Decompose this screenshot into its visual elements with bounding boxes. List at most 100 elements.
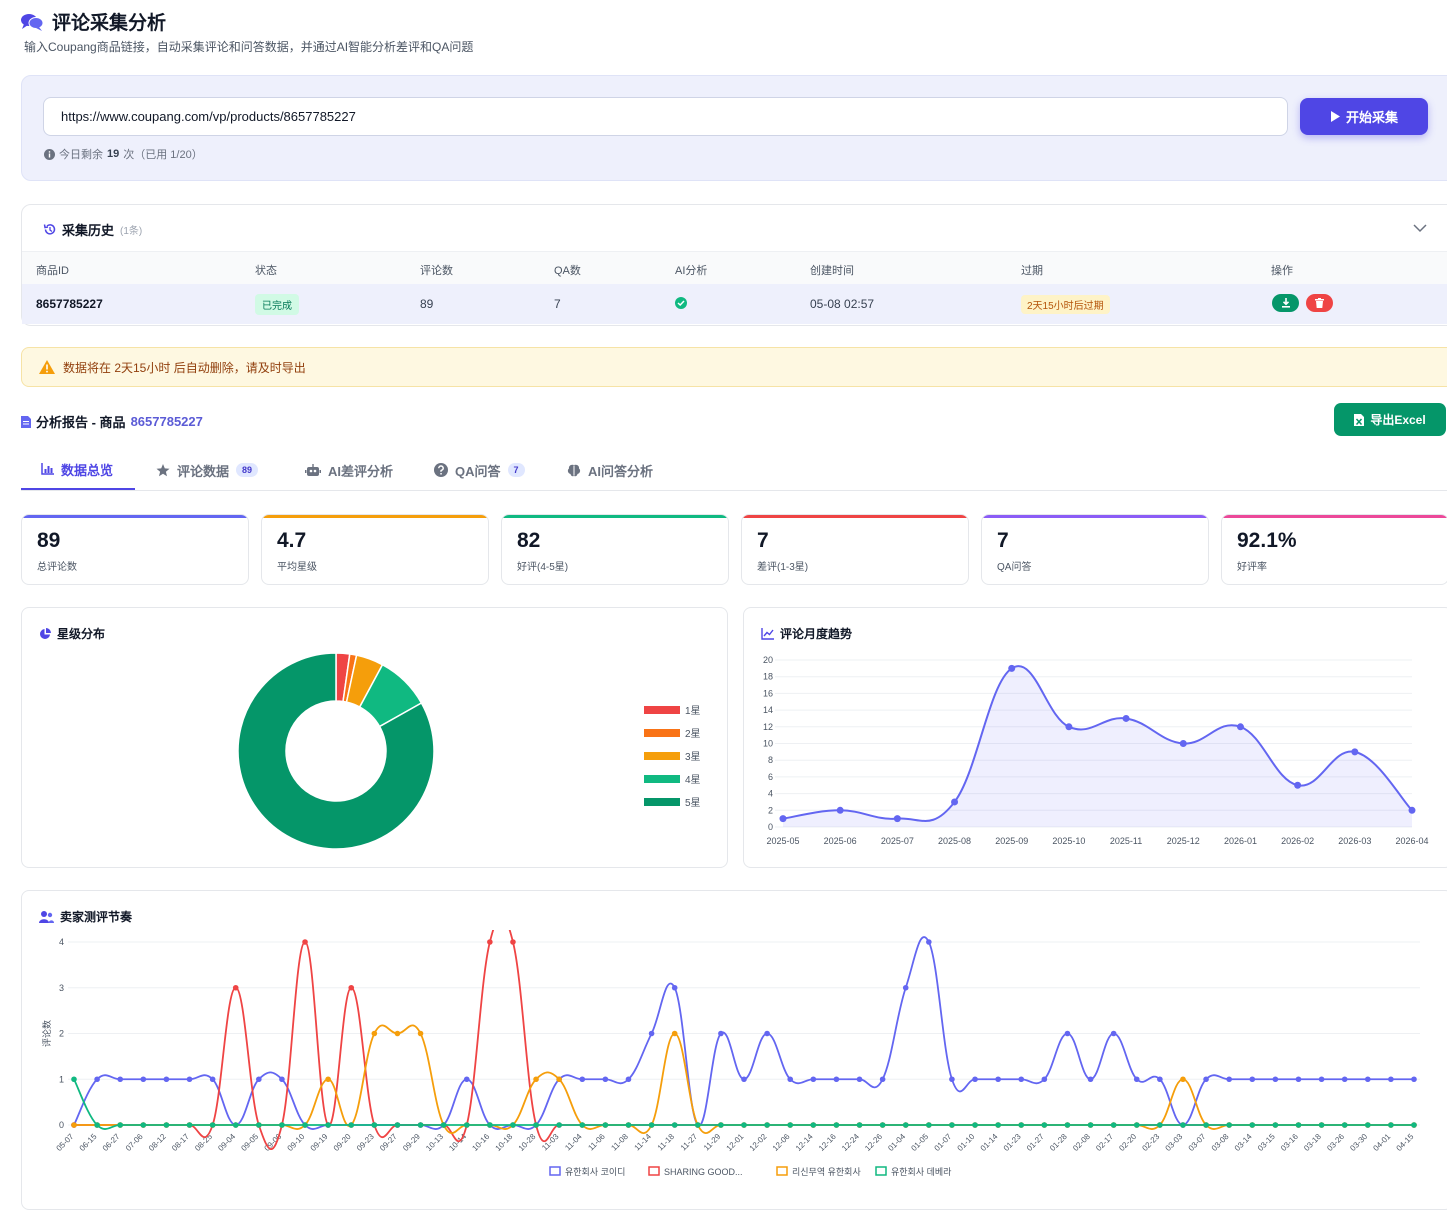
series-point[interactable] (510, 939, 516, 945)
series-point[interactable] (1064, 1030, 1071, 1037)
trend-point[interactable] (1122, 714, 1130, 722)
series-point[interactable] (1087, 1122, 1094, 1128)
series-point[interactable] (417, 1122, 424, 1128)
series-point[interactable] (741, 1076, 747, 1083)
series-point[interactable] (533, 1122, 539, 1128)
legend-item[interactable]: SHARING GOOD... (648, 1166, 743, 1177)
series-point[interactable] (117, 1122, 124, 1128)
series-point[interactable] (279, 1076, 285, 1083)
series-point[interactable] (371, 1122, 378, 1128)
series-point[interactable] (995, 1076, 1001, 1083)
series-point[interactable] (348, 984, 355, 991)
series-point[interactable] (833, 1122, 840, 1128)
tab-reviews[interactable]: 评论数据 89 (156, 450, 259, 490)
series-point[interactable] (556, 1076, 562, 1083)
trend-point[interactable] (1236, 723, 1244, 731)
series-point[interactable] (279, 1122, 285, 1128)
series-point[interactable] (902, 984, 909, 991)
series-point[interactable] (1018, 1076, 1025, 1083)
series-point[interactable] (94, 1122, 100, 1128)
series-point[interactable] (1272, 1122, 1279, 1128)
legend-item[interactable]: 리신무역 유한회사 (776, 1166, 861, 1177)
series-point[interactable] (394, 1030, 401, 1037)
series-point[interactable] (718, 1030, 724, 1037)
series-point[interactable] (117, 1076, 124, 1083)
series-point[interactable] (256, 1076, 262, 1083)
product-url-input[interactable]: https://www.coupang.com/vp/products/8657… (43, 97, 1288, 136)
series-point[interactable] (463, 1122, 470, 1128)
series-point[interactable] (625, 1076, 632, 1083)
series-point[interactable] (232, 984, 239, 991)
series-point[interactable] (186, 1076, 193, 1083)
series-point[interactable] (741, 1122, 747, 1128)
legend-item[interactable]: 3星 (644, 748, 701, 763)
series-point[interactable] (487, 1122, 493, 1128)
legend-item[interactable]: 유한회사 데베라 (875, 1166, 952, 1177)
series-point[interactable] (1087, 1076, 1094, 1083)
series-point[interactable] (1133, 1122, 1140, 1128)
tab-qa[interactable]: QA问答 7 (434, 450, 525, 490)
series-point[interactable] (1295, 1122, 1302, 1128)
series-point[interactable] (302, 939, 308, 945)
series-point[interactable] (1411, 1122, 1417, 1128)
series-point[interactable] (879, 1122, 886, 1128)
series-point[interactable] (856, 1076, 863, 1083)
series-point[interactable] (648, 1030, 655, 1037)
series-point[interactable] (625, 1122, 632, 1128)
series-point[interactable] (1157, 1076, 1163, 1083)
series-point[interactable] (1318, 1076, 1325, 1083)
chevron-down-icon[interactable] (1413, 223, 1427, 233)
series-point[interactable] (787, 1076, 794, 1083)
series-point[interactable] (1110, 1030, 1117, 1037)
series-point[interactable] (325, 1122, 331, 1128)
series-point[interactable] (163, 1122, 170, 1128)
trend-point[interactable] (1351, 748, 1359, 756)
series-point[interactable] (71, 1076, 77, 1083)
export-excel-button[interactable]: 导出Excel (1334, 403, 1446, 436)
series-point[interactable] (926, 1122, 932, 1128)
legend-item[interactable]: 유한회사 코이디 (549, 1166, 625, 1177)
series-point[interactable] (140, 1076, 147, 1083)
series-point[interactable] (1203, 1076, 1209, 1083)
series-point[interactable] (694, 1122, 701, 1128)
series-point[interactable] (810, 1076, 817, 1083)
series-point[interactable] (417, 1030, 424, 1037)
series-point[interactable] (787, 1122, 794, 1128)
series-point[interactable] (1180, 1122, 1186, 1128)
series-point[interactable] (972, 1076, 978, 1083)
trend-point[interactable] (836, 806, 844, 814)
delete-button[interactable] (1306, 294, 1333, 312)
series-point[interactable] (1110, 1122, 1117, 1128)
series-point[interactable] (232, 1122, 239, 1128)
series-point[interactable] (833, 1076, 840, 1083)
series-point[interactable] (579, 1076, 586, 1083)
series-point[interactable] (1041, 1076, 1048, 1083)
history-header[interactable]: 采集历史 (1条) (43, 220, 142, 239)
series-point[interactable] (718, 1122, 724, 1128)
tab-ai-qa[interactable]: AI问答分析 (567, 450, 653, 490)
series-point[interactable] (602, 1076, 609, 1083)
series-point[interactable] (949, 1076, 955, 1083)
series-point[interactable] (256, 1122, 262, 1128)
trend-point[interactable] (1294, 781, 1302, 789)
series-point[interactable] (186, 1122, 193, 1128)
legend-item[interactable]: 4星 (644, 771, 701, 786)
series-point[interactable] (1295, 1076, 1302, 1083)
series-point[interactable] (71, 1122, 77, 1128)
series-point[interactable] (510, 1122, 516, 1128)
legend-item[interactable]: 1星 (644, 702, 701, 717)
series-point[interactable] (1226, 1076, 1232, 1083)
series-point[interactable] (1272, 1076, 1279, 1083)
series-point[interactable] (972, 1122, 978, 1128)
series-point[interactable] (140, 1122, 147, 1128)
series-point[interactable] (1341, 1122, 1348, 1128)
series-point[interactable] (209, 1076, 216, 1083)
series-point[interactable] (1041, 1122, 1048, 1128)
series-point[interactable] (371, 1030, 378, 1037)
trend-point[interactable] (1008, 664, 1016, 672)
legend-item[interactable]: 2星 (644, 725, 701, 740)
series-point[interactable] (764, 1030, 770, 1037)
series-point[interactable] (302, 1122, 308, 1128)
series-point[interactable] (1318, 1122, 1325, 1128)
series-point[interactable] (487, 939, 493, 945)
